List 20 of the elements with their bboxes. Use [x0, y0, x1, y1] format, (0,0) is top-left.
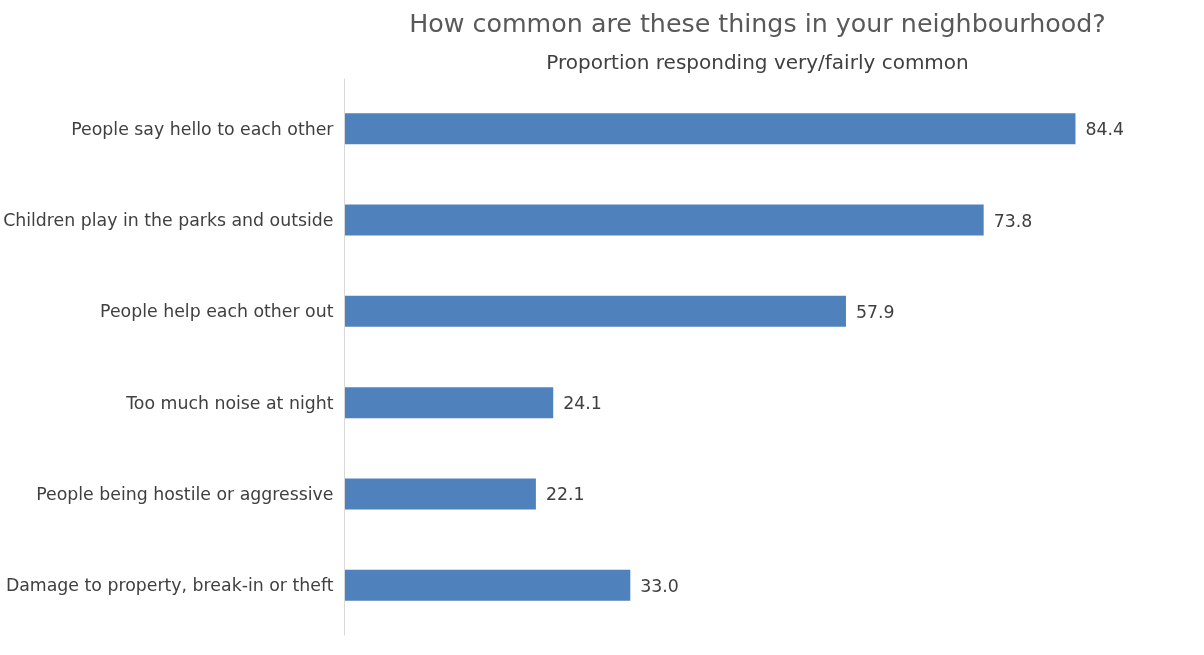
data-label: 57.9	[855, 301, 895, 322]
y-tick-label: Damage to property, break-in or theft	[5, 575, 334, 596]
y-tick-label: People being hostile or aggressive	[36, 483, 334, 504]
data-label: 73.8	[993, 210, 1033, 231]
y-tick-label: People say hello to each other	[71, 118, 335, 139]
bar	[344, 204, 984, 236]
bar	[344, 569, 631, 601]
data-label: 22.1	[545, 484, 585, 505]
bar	[344, 113, 1076, 145]
data-label: 24.1	[563, 393, 602, 414]
y-tick-label: Children play in the parks and outside	[3, 210, 334, 231]
data-label: 33.0	[640, 575, 679, 596]
chart-title: How common are these things in your neighbourhood?	[409, 7, 1106, 38]
bar	[344, 295, 846, 327]
bar	[344, 387, 554, 419]
y-tick-label: Too much noise at night	[125, 392, 334, 413]
bar	[344, 478, 536, 510]
y-tick-label: People help each other out	[100, 301, 334, 322]
data-label: 84.4	[1085, 119, 1125, 140]
chart-subtitle: Proportion responding very/fairly common	[546, 49, 969, 74]
